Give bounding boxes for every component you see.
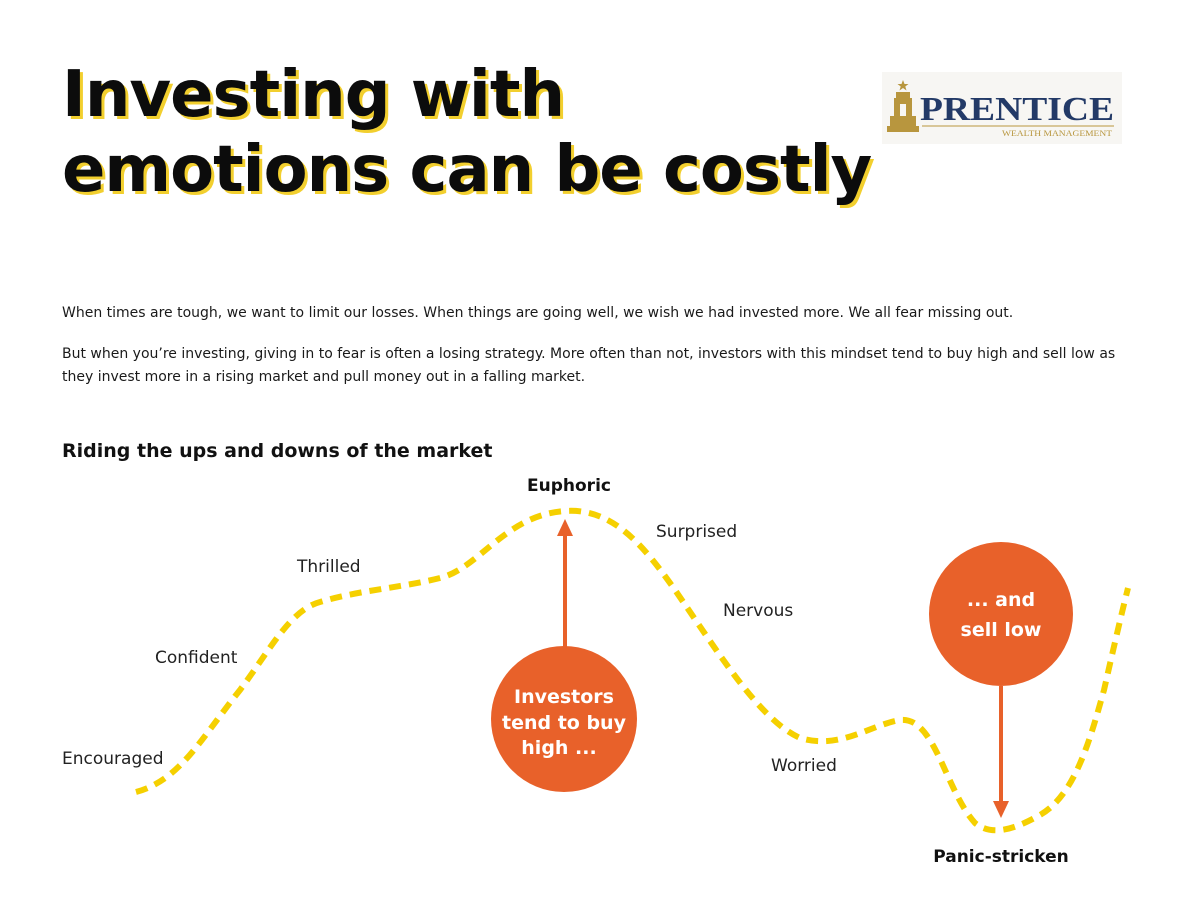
logo-tagline: WEALTH MANAGEMENT <box>1002 129 1112 138</box>
market-cycle-curve <box>135 507 1131 834</box>
stage-label-surprised: Surprised <box>656 522 737 542</box>
diagram-title: Riding the ups and downs of the market <box>62 440 493 462</box>
stage-label-panic-stricken: Panic-stricken <box>933 847 1069 867</box>
buy-high-arrow <box>557 519 573 648</box>
tower-icon <box>887 80 919 132</box>
title-line-1: Investing with <box>62 58 565 132</box>
buy-high-callout: Investors tend to buy high ... <box>491 646 637 792</box>
stage-label-euphoric: Euphoric <box>527 476 611 496</box>
sell-callout-line-1: ... and <box>967 589 1035 611</box>
intro-paragraph-1: When times are tough, we want to limit o… <box>62 305 1014 321</box>
page-title: Investing with emotions can be costly <box>62 58 882 208</box>
intro-paragraph-2: But when you’re investing, giving in to … <box>62 346 1116 385</box>
sell-low-callout: ... and sell low <box>929 542 1073 686</box>
title-line-2: emotions can be costly <box>62 133 872 207</box>
buy-callout-line-3: high ... <box>521 737 596 759</box>
stage-label-encouraged: Encouraged <box>62 749 164 769</box>
sell-low-arrow <box>993 686 1009 818</box>
buy-callout-line-2: tend to buy <box>502 712 627 734</box>
sell-callout-line-2: sell low <box>961 619 1042 641</box>
prentice-logo: PRENTICE WEALTH MANAGEMENT <box>882 72 1122 144</box>
logo-wordmark: PRENTICE <box>920 91 1114 128</box>
stage-label-worried: Worried <box>771 756 837 776</box>
stage-label-confident: Confident <box>155 648 238 668</box>
stage-label-nervous: Nervous <box>723 601 793 621</box>
stage-label-thrilled: Thrilled <box>296 557 361 577</box>
buy-callout-line-1: Investors <box>514 686 614 708</box>
